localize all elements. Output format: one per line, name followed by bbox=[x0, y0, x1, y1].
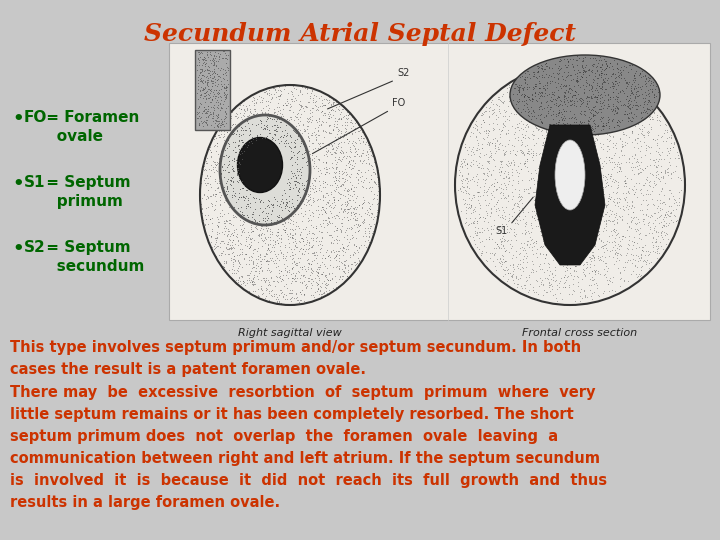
Text: FO: FO bbox=[392, 98, 405, 108]
Text: FO: FO bbox=[24, 110, 48, 125]
Text: Secundum Atrial Septal Defect: Secundum Atrial Septal Defect bbox=[144, 22, 576, 46]
Text: There may  be  excessive  resorbtion  of  septum  primum  where  very: There may be excessive resorbtion of sep… bbox=[10, 385, 595, 400]
Text: is  involved  it  is  because  it  did  not  reach  its  full  growth  and  thus: is involved it is because it did not rea… bbox=[10, 473, 607, 488]
Text: •: • bbox=[12, 240, 24, 258]
Text: = Septum
   secundum: = Septum secundum bbox=[41, 240, 145, 274]
Ellipse shape bbox=[555, 140, 585, 210]
Text: Right sagittal view: Right sagittal view bbox=[238, 328, 342, 338]
Text: S1: S1 bbox=[496, 226, 508, 236]
Text: S2: S2 bbox=[24, 240, 46, 255]
Text: septum primum does  not  overlap  the  foramen  ovale  leaving  a: septum primum does not overlap the foram… bbox=[10, 429, 558, 444]
Ellipse shape bbox=[510, 55, 660, 135]
Text: •: • bbox=[12, 110, 24, 128]
Text: •: • bbox=[12, 175, 24, 193]
Ellipse shape bbox=[220, 115, 310, 225]
Bar bbox=[169, 43, 710, 320]
Bar bbox=[195, 50, 230, 130]
Text: S1: S1 bbox=[24, 175, 45, 190]
Text: communication between right and left atrium. If the septum secundum: communication between right and left atr… bbox=[10, 451, 600, 466]
Text: This type involves septum primum and/or septum secundum. In both: This type involves septum primum and/or … bbox=[10, 340, 581, 355]
Text: S2: S2 bbox=[397, 68, 410, 78]
Text: = Septum
   primum: = Septum primum bbox=[41, 175, 130, 208]
Polygon shape bbox=[535, 125, 605, 265]
Ellipse shape bbox=[238, 138, 282, 192]
Text: cases the result is a patent foramen ovale.: cases the result is a patent foramen ova… bbox=[10, 362, 366, 377]
Text: = Foramen
   ovale: = Foramen ovale bbox=[41, 110, 140, 144]
Text: Frontal cross section: Frontal cross section bbox=[523, 328, 638, 338]
Text: little septum remains or it has been completely resorbed. The short: little septum remains or it has been com… bbox=[10, 407, 574, 422]
Text: results in a large foramen ovale.: results in a large foramen ovale. bbox=[10, 495, 280, 510]
